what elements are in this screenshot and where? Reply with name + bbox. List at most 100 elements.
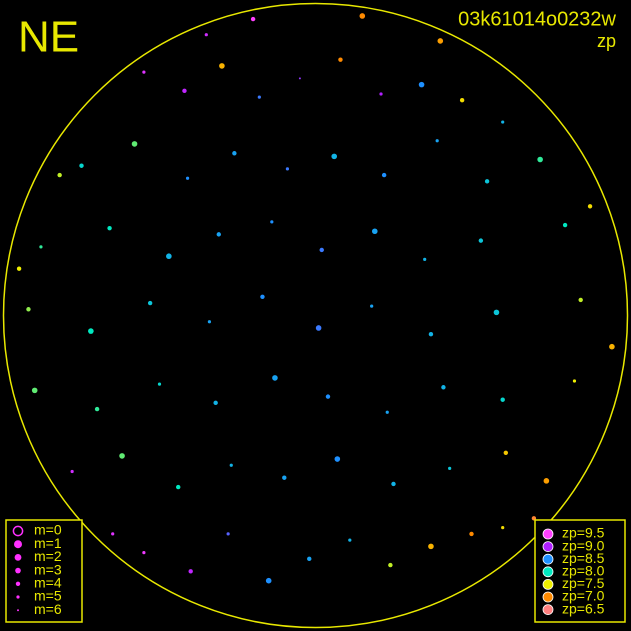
star [39, 245, 43, 249]
star [16, 266, 22, 271]
color-legend-marker [542, 579, 554, 590]
star [371, 228, 378, 235]
size-legend-marker [14, 554, 22, 561]
star [219, 63, 225, 69]
star [216, 232, 221, 237]
color-legend-label: zp=7.0 [562, 588, 605, 604]
size-legend-label: m=2 [34, 548, 62, 564]
star [166, 253, 172, 260]
star [562, 222, 568, 228]
star [370, 304, 374, 308]
size-legend-marker [15, 581, 21, 586]
star [131, 141, 138, 147]
size-legend-marker [15, 567, 21, 574]
star [119, 453, 125, 459]
size-legend-label: m=0 [34, 522, 62, 538]
star [423, 257, 427, 261]
star [578, 297, 583, 303]
star [176, 484, 181, 490]
size-legend-marker [14, 540, 22, 549]
star [428, 332, 434, 337]
star [298, 77, 301, 80]
star [388, 562, 393, 568]
color-legend-label: zp=8.0 [562, 563, 605, 579]
color-legend-label: zp=9.5 [562, 525, 605, 541]
color-label: zp [597, 31, 616, 51]
color-legend-label: zp=8.5 [562, 550, 605, 566]
star [265, 577, 272, 584]
star [229, 463, 233, 467]
star [26, 307, 31, 312]
star [94, 406, 100, 412]
star [469, 531, 474, 537]
star [204, 33, 208, 37]
star [418, 81, 425, 88]
star [226, 532, 230, 536]
star [207, 320, 212, 324]
size-legend-marker [17, 609, 19, 612]
star [478, 238, 484, 243]
star [459, 98, 465, 103]
star [147, 300, 153, 306]
size-legend-label: m=6 [34, 601, 62, 617]
star [285, 167, 290, 171]
color-legend-marker [542, 566, 554, 578]
star [213, 400, 218, 406]
star [379, 92, 383, 96]
star [493, 309, 500, 316]
star [334, 456, 341, 462]
star [307, 556, 312, 562]
size-legend-label: m=5 [34, 588, 62, 604]
star [31, 387, 38, 394]
star [188, 569, 193, 574]
color-legend-marker [542, 528, 554, 540]
star [503, 450, 509, 455]
color-legend-marker [542, 591, 554, 603]
star [142, 70, 146, 74]
star [325, 394, 331, 399]
star [501, 526, 505, 530]
star [391, 481, 396, 487]
star [441, 385, 446, 390]
star [315, 325, 322, 331]
star [537, 156, 543, 163]
color-legend-label: zp=9.0 [562, 537, 605, 553]
star [57, 172, 62, 178]
star [250, 16, 256, 22]
star [572, 379, 577, 383]
color-legend-marker [542, 553, 554, 565]
star [272, 375, 278, 381]
star [270, 220, 274, 224]
star [609, 343, 615, 350]
star [385, 410, 389, 414]
color-legend-marker [542, 541, 554, 552]
size-legend-marker [12, 525, 24, 537]
star [282, 475, 287, 480]
chart-title: NE [18, 13, 79, 62]
star [70, 469, 74, 474]
star [111, 532, 115, 536]
star [501, 120, 505, 124]
star [142, 551, 146, 555]
chart-subtitle: 03k61014o0232w [458, 8, 616, 30]
star [157, 382, 162, 386]
star [185, 176, 190, 180]
star [331, 153, 338, 160]
star [359, 13, 366, 19]
star [232, 151, 237, 156]
star [428, 543, 434, 550]
star [437, 38, 444, 44]
star [107, 225, 112, 231]
color-legend-label: zp=6.5 [562, 600, 605, 616]
size-legend-marker [16, 595, 20, 599]
star [257, 95, 261, 99]
star [338, 57, 343, 62]
star [260, 294, 265, 299]
size-legend-label: m=4 [34, 575, 62, 591]
size-legend-label: m=3 [34, 561, 62, 577]
star [500, 397, 505, 402]
star [448, 466, 452, 470]
star [543, 478, 550, 484]
